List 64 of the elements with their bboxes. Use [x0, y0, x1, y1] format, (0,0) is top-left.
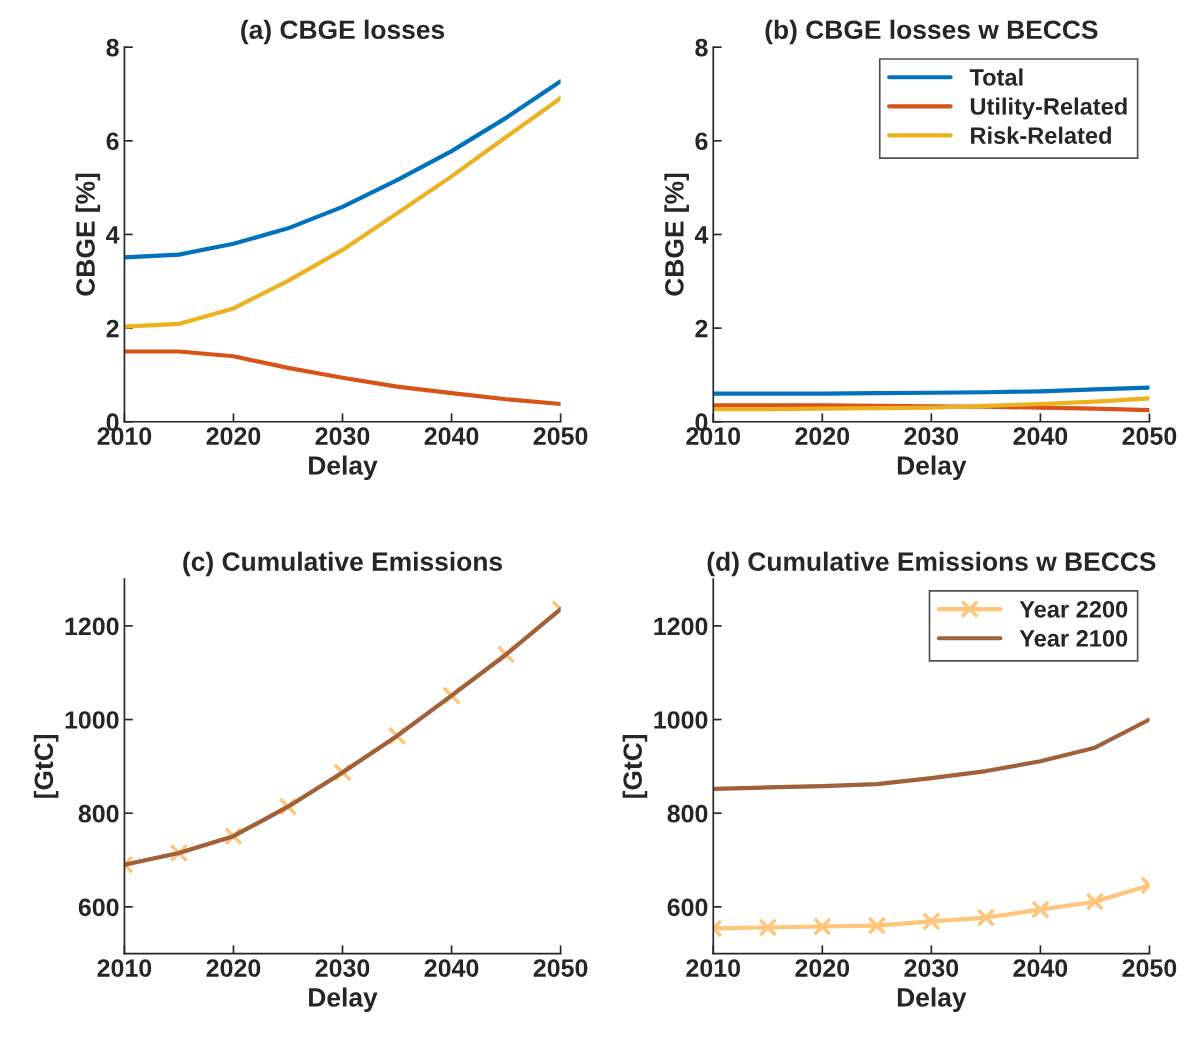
- line-series: [713, 396, 1150, 412]
- chart-title: (c) Cumulative Emissions: [183, 551, 503, 577]
- x-tick-label: 2010: [686, 959, 741, 977]
- y-axis-title: [GtC]: [622, 734, 648, 798]
- x-tick-label: 2050: [533, 427, 588, 445]
- point: [1085, 892, 1105, 912]
- chart-title: (b) CBGE losses w BECCS: [765, 19, 1098, 45]
- point: [976, 908, 996, 927]
- line-series: [713, 717, 1150, 791]
- y-axis-title: [GtC]: [33, 734, 59, 798]
- y-axis-title: CBGE [%]: [664, 173, 689, 296]
- y-tick-label: 1200: [654, 617, 708, 636]
- x-axis-title: Delay: [309, 987, 378, 1012]
- y-tick-label: 8: [695, 38, 708, 57]
- y-tick-label: 1000: [654, 711, 708, 729]
- x-tick-label: 2040: [1013, 959, 1068, 977]
- y-tick-label: 6: [695, 132, 708, 151]
- chart-title: (a) CBGE losses: [241, 19, 445, 45]
- line-series: [124, 96, 561, 329]
- x-tick-label: 2020: [795, 959, 850, 977]
- y-tick-label: 1200: [65, 617, 119, 636]
- x-tick-label: 2020: [206, 427, 261, 445]
- y-tick-label: 800: [667, 804, 708, 823]
- y-tick-label: 4: [694, 226, 709, 244]
- x-axis-title: Delay: [897, 455, 967, 481]
- x-tick-label: 2020: [795, 427, 850, 445]
- legend-label: Year 2100: [1019, 630, 1128, 647]
- legend-label: Risk-Related: [971, 126, 1111, 144]
- y-tick-label: 8: [106, 38, 119, 57]
- point: [921, 911, 941, 931]
- point: [867, 916, 887, 935]
- y-tick-label: 4: [106, 226, 120, 244]
- y-tick-label: 6: [106, 132, 119, 151]
- legend-label: Utility-Related: [970, 97, 1127, 120]
- x-tick-label: 2050: [533, 959, 588, 977]
- y-tick-label: 600: [78, 898, 119, 917]
- x-tick-label: 2050: [1122, 427, 1177, 445]
- y-tick-label: 2: [106, 319, 119, 338]
- y-tick-label: 1000: [65, 711, 119, 729]
- y-tick-label: 2: [695, 319, 708, 338]
- legend-label: Year 2200: [1019, 600, 1128, 618]
- y-tick-label: 800: [78, 804, 119, 823]
- x-tick-label: 2030: [904, 959, 959, 977]
- x-tick-label: 2040: [424, 959, 479, 977]
- point: [758, 918, 778, 937]
- y-tick-label: 600: [667, 898, 708, 917]
- x-tick-label: 2050: [1122, 959, 1177, 977]
- x-tick-label: 2030: [904, 427, 959, 446]
- line-series: [124, 349, 561, 407]
- line-series: [713, 385, 1150, 396]
- x-axis-title: Delay: [897, 987, 967, 1012]
- line-series: [124, 79, 561, 260]
- x-tick-label: 2030: [315, 959, 370, 977]
- point: [1031, 900, 1050, 920]
- point: [812, 917, 832, 936]
- x-tick-label: 2010: [97, 959, 152, 977]
- x-tick-label: 2020: [206, 959, 261, 977]
- y-axis-title: CBGE [%]: [75, 173, 101, 296]
- x-axis-title: Delay: [309, 455, 378, 481]
- x-tick-label: 2030: [315, 427, 370, 446]
- chart-title: (d) Cumulative Emissions w BECCS: [707, 551, 1156, 577]
- legend-label: Total: [969, 68, 1023, 86]
- x-tick-label: 2040: [424, 427, 479, 445]
- x-tick-label: 2040: [1013, 427, 1068, 445]
